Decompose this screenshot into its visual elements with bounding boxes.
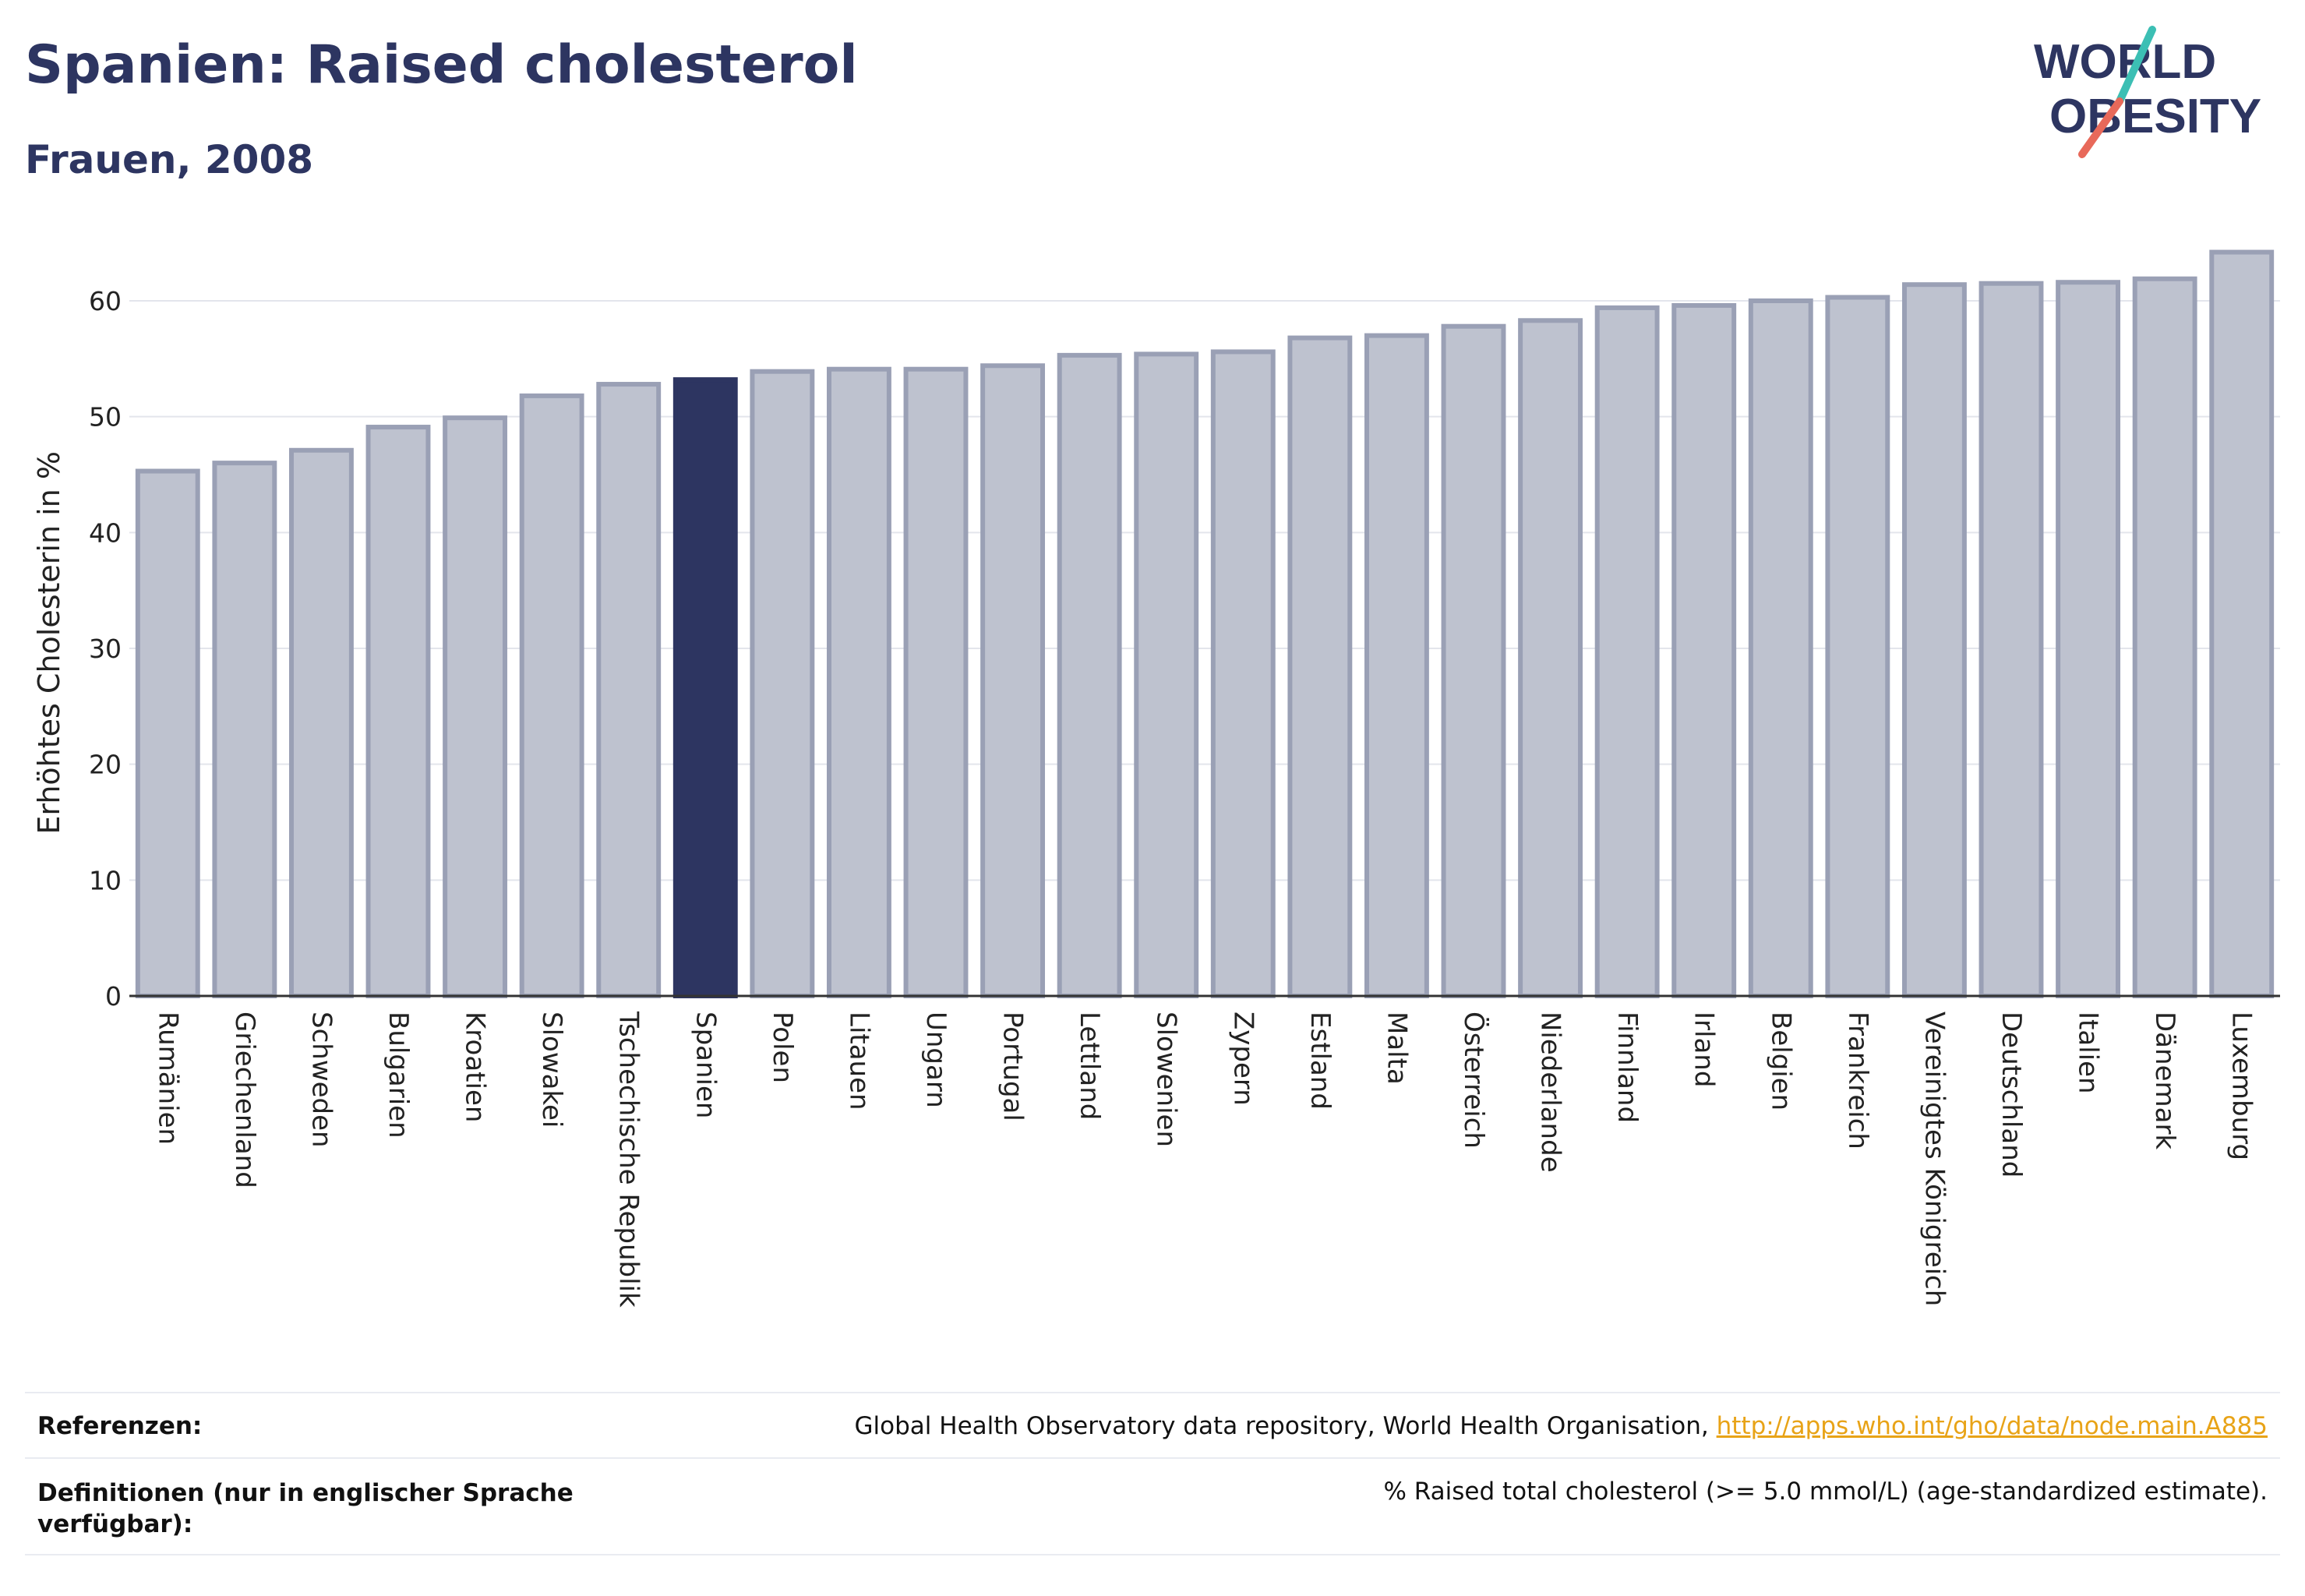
y-tick-label: 40: [89, 517, 122, 548]
x-tick-label: Spanien: [690, 1012, 721, 1118]
bar[interactable]: [2056, 280, 2121, 999]
chart-subtitle: Frauen, 2008: [25, 137, 314, 182]
y-axis-title: Erhöhtes Cholesterin in %: [32, 451, 66, 835]
x-tick-label: Polen: [767, 1012, 798, 1083]
x-tick-label: Dänemark: [2149, 1012, 2180, 1149]
bar[interactable]: [1594, 305, 1660, 999]
bar[interactable]: [903, 366, 969, 999]
bar[interactable]: [980, 363, 1046, 998]
x-tick-label: Malta: [1381, 1012, 1412, 1085]
bar-highlight[interactable]: [672, 377, 738, 998]
x-tick-label: Niederlande: [1535, 1012, 1566, 1173]
x-tick-label: Schweden: [305, 1012, 337, 1148]
logo-text-line2: OBESITY: [2049, 90, 2261, 143]
bar[interactable]: [596, 382, 662, 999]
bar[interactable]: [2209, 249, 2275, 998]
x-tick-label: Griechenland: [229, 1012, 260, 1188]
x-tick-label: Deutschland: [1996, 1012, 2027, 1178]
bar[interactable]: [1134, 351, 1199, 998]
bar[interactable]: [212, 461, 277, 998]
x-tick-label: Italien: [2073, 1012, 2104, 1094]
bar-chart: 0 10 20 30 40 50 60 Erhöhtes Cholesterin in % Ru…: [32, 249, 2280, 1308]
x-tick-label: Portugal: [997, 1012, 1029, 1121]
chart-title: Spanien: Raised cholesterol: [25, 34, 858, 96]
footer-divider: [25, 1554, 2280, 1555]
bar[interactable]: [1210, 349, 1276, 998]
x-tick-label: Zypern: [1227, 1012, 1258, 1106]
footer-divider: [25, 1457, 2280, 1459]
bar[interactable]: [1364, 333, 1429, 999]
x-tick-label: Belgien: [1765, 1012, 1796, 1110]
definitions-row: Definitionen (nur in englischer Sprache …: [25, 1459, 2280, 1552]
references-value: Global Health Observatory data repositor…: [855, 1412, 2268, 1440]
logo-slash-coral: [2078, 97, 2123, 158]
bar[interactable]: [288, 447, 354, 998]
logo-slash-teal: [2116, 26, 2156, 105]
references-text: Global Health Observatory data repositor…: [854, 1412, 1717, 1440]
x-tick-label: Finnland: [1611, 1012, 1643, 1123]
x-tick-label: Estland: [1304, 1012, 1336, 1110]
x-tick-label: Slowakei: [536, 1012, 567, 1128]
x-tick-label: Ungarn: [920, 1012, 951, 1108]
x-tick-label: Luxemburg: [2226, 1012, 2257, 1160]
x-tick-label: Litauen: [843, 1012, 874, 1110]
x-tick-label: Frankreich: [1842, 1012, 1873, 1149]
bar[interactable]: [1978, 281, 2044, 998]
bar[interactable]: [443, 415, 508, 998]
bar[interactable]: [1825, 295, 1890, 999]
references-label: Referenzen:: [37, 1412, 203, 1440]
y-tick-label: 60: [89, 286, 122, 316]
bar[interactable]: [1057, 352, 1122, 998]
x-tick-label: Rumänien: [152, 1012, 183, 1145]
x-tick-label: Tschechische Republik: [613, 1011, 644, 1308]
y-tick-label: 0: [105, 981, 122, 1012]
bar[interactable]: [1441, 323, 1506, 998]
footer-divider: [25, 1392, 2280, 1393]
y-tick-label: 10: [89, 865, 122, 895]
bar[interactable]: [1901, 282, 1967, 999]
x-tick-label: Vereinigtes Königreich: [1918, 1012, 1950, 1306]
x-tick-label: Slowenien: [1151, 1012, 1182, 1147]
definitions-value: % Raised total cholesterol (>= 5.0 mmol/…: [1383, 1478, 2268, 1506]
bar[interactable]: [519, 393, 584, 998]
world-obesity-logo: WORLD OBESITY: [2034, 26, 2261, 158]
x-tick-label: Bulgarien: [383, 1012, 414, 1139]
x-tick-label: Lettland: [1074, 1012, 1105, 1120]
x-tick-label: Irland: [1689, 1012, 1720, 1087]
bar[interactable]: [365, 425, 431, 998]
bar[interactable]: [826, 366, 891, 999]
definitions-label: Definitionen (nur in englischer Sprache …: [37, 1479, 574, 1538]
y-tick-label: 30: [89, 634, 122, 664]
y-tick-label: 50: [89, 402, 122, 433]
y-tick-label: 20: [89, 750, 122, 780]
bar[interactable]: [135, 468, 200, 998]
bar[interactable]: [1287, 335, 1353, 999]
bar[interactable]: [2132, 276, 2197, 998]
x-tick-label: Österreich: [1458, 1012, 1490, 1149]
bar[interactable]: [1748, 298, 1813, 998]
bar[interactable]: [1671, 302, 1737, 998]
x-tick-label: Kroatien: [460, 1012, 491, 1122]
bar[interactable]: [750, 369, 815, 999]
references-row: Referenzen: Global Health Observatory da…: [25, 1393, 2280, 1457]
references-link[interactable]: http://apps.who.int/gho/data/node.main.A…: [1716, 1412, 2268, 1440]
bar[interactable]: [1518, 318, 1583, 999]
